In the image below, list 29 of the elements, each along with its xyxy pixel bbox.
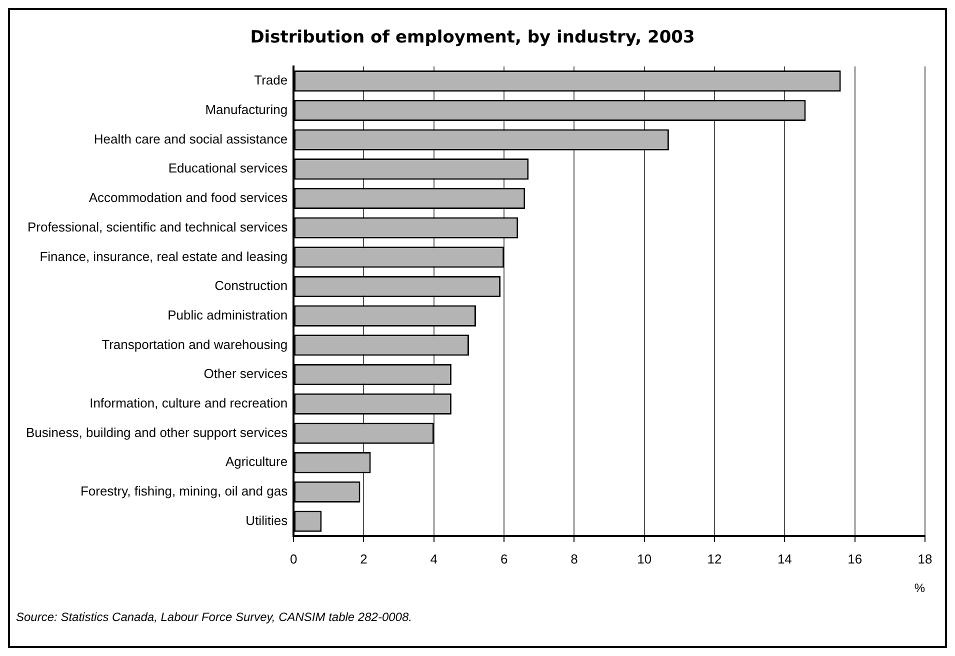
y-tick-label: Information, culture and recreation [90, 396, 288, 411]
y-tick-label: Construction [214, 278, 288, 294]
x-tick-label: 10 [637, 551, 652, 566]
y-tick-label: Agriculture [225, 454, 288, 470]
y-tick-label: Public administration [168, 307, 288, 322]
x-tick-label: 8 [570, 551, 578, 566]
y-tick-label: Transportation and warehousing [102, 336, 288, 352]
y-tick-label: Health care and social assistance [94, 131, 288, 146]
y-tick-label: Accommodation and food services [88, 190, 288, 206]
x-tick-label: 0 [290, 551, 298, 566]
chart-title: Distribution of employment, by industry, 2003 [250, 28, 695, 48]
x-tick-label: 18 [918, 551, 932, 566]
y-tick-label: Manufacturing [205, 102, 288, 118]
y-tick-label: Professional, scientific and technical services [27, 219, 288, 234]
x-axis-title: % [914, 581, 926, 596]
y-tick-label: Business, building and other support services [26, 424, 288, 440]
y-tick-label: Other services [204, 366, 288, 382]
x-tick-label: 12 [707, 551, 722, 566]
source-note: Source: Statistics Canada, Labour Force Survey, CANSIM table 282-0008. [16, 610, 412, 624]
x-tick-label: 6 [500, 551, 508, 566]
y-tick-label: Educational services [168, 160, 288, 176]
x-tick-label: 16 [848, 551, 862, 566]
x-tick-label: 2 [360, 551, 368, 566]
y-tick-label: Finance, insurance, real estate and leasing [40, 248, 288, 264]
y-tick-label: Trade [254, 72, 288, 88]
x-tick-label: 4 [430, 551, 438, 566]
y-tick-label: Utilities [246, 512, 288, 528]
x-tick-label: 14 [777, 551, 792, 566]
y-tick-label: Forestry, fishing, mining, oil and gas [80, 484, 288, 499]
